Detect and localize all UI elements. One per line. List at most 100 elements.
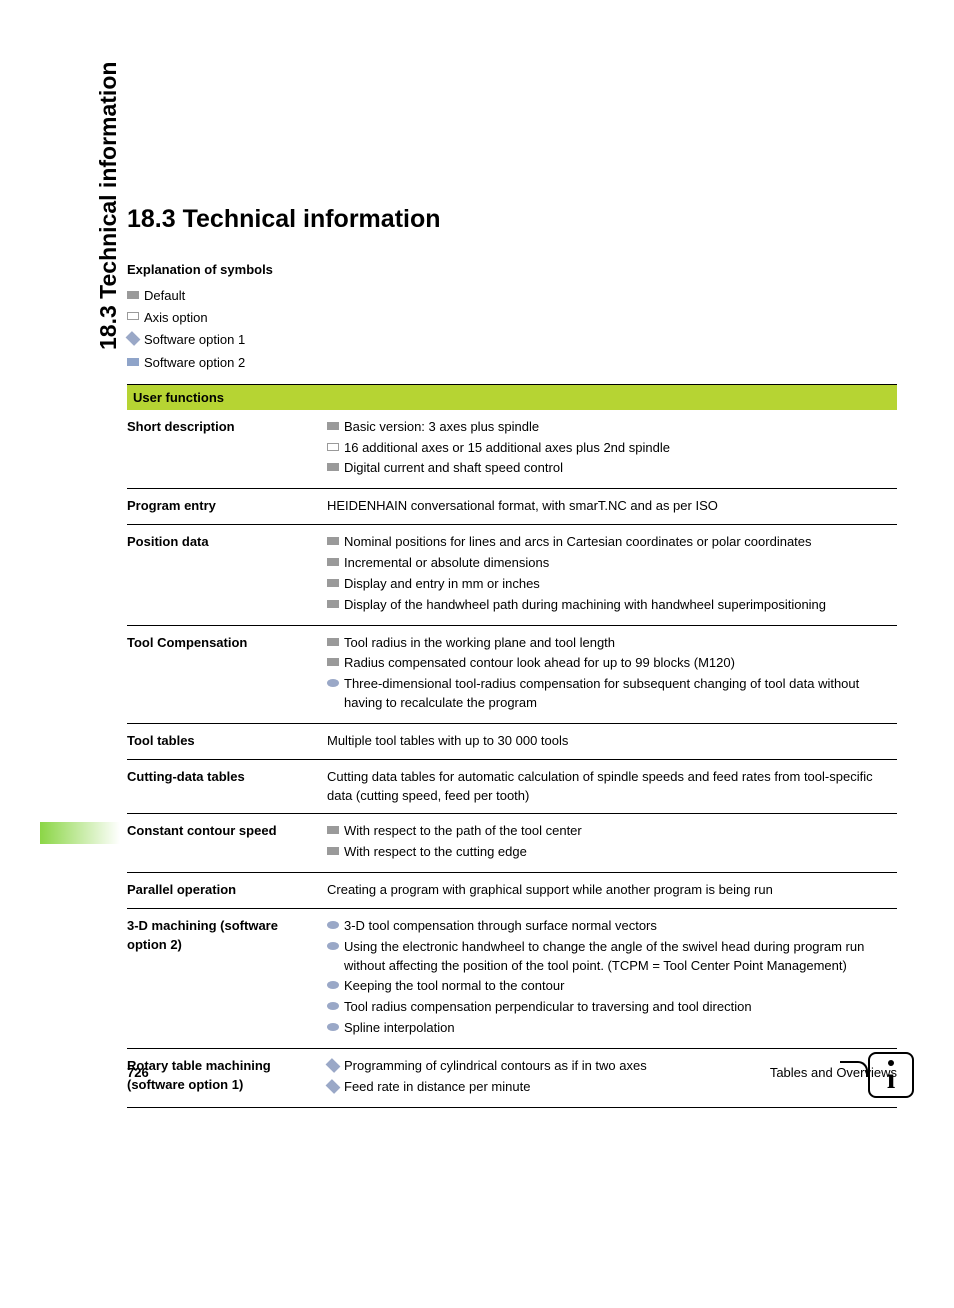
table-header: User functions (127, 384, 897, 410)
row-key: Program entry (127, 489, 327, 525)
default-icon (327, 638, 339, 646)
diamond-icon (127, 334, 139, 343)
square-outline-icon (127, 312, 139, 320)
legend-label: Software option 1 (144, 331, 245, 349)
row-value: Basic version: 3 axes plus spindle 16 add… (327, 410, 897, 489)
list-item: Spline interpolation (327, 1019, 891, 1038)
legend-default: Default (127, 287, 897, 305)
list-item: Using the electronic handwheel to change… (327, 938, 891, 976)
list-item-text: Display of the handwheel path during mac… (344, 596, 891, 615)
list-item: 16 additional axes or 15 additional axes… (327, 439, 891, 458)
legend-sw2: Software option 2 (127, 354, 897, 372)
list-item: Basic version: 3 axes plus spindle (327, 418, 891, 437)
square-blue-icon (127, 358, 139, 366)
table-row: Position data Nominal positions for lines… (127, 525, 897, 625)
row-value: Creating a program with graphical suppor… (327, 873, 897, 909)
row-value: HEIDENHAIN conversational format, with s… (327, 489, 897, 525)
list-item: Three-dimensional tool-radius compensati… (327, 675, 891, 713)
list-item-text: Spline interpolation (344, 1019, 891, 1038)
row-key: Short description (127, 410, 327, 489)
circle-icon (327, 1023, 339, 1031)
list-item-text: 3-D tool compensation through surface no… (344, 917, 891, 936)
list-item-text: Radius compensated contour look ahead fo… (344, 654, 891, 673)
list-item: Radius compensated contour look ahead fo… (327, 654, 891, 673)
list-item: Incremental or absolute dimensions (327, 554, 891, 573)
row-key: Position data (127, 525, 327, 625)
spec-table: Short descriptionBasic version: 3 axes p… (127, 410, 897, 1108)
list-item: Feed rate in distance per minute (327, 1078, 891, 1097)
default-icon (327, 658, 339, 666)
circle-icon (327, 1002, 339, 1010)
row-key: Tool Compensation (127, 625, 327, 723)
page-heading: 18.3 Technical information (127, 205, 897, 234)
table-row: Constant contour speedWith respect to th… (127, 814, 897, 873)
table-row: Tool tablesMultiple tool tables with up … (127, 723, 897, 759)
info-icon: ı (868, 1052, 914, 1098)
info-icon-connector (840, 1061, 868, 1077)
list-item: Display and entry in mm or inches (327, 575, 891, 594)
circle-icon (327, 942, 339, 950)
list-item-text: Display and entry in mm or inches (344, 575, 891, 594)
list-item: Display of the handwheel path during mac… (327, 596, 891, 615)
side-tab (40, 822, 120, 844)
circle-icon (327, 981, 339, 989)
legend-list: Default Axis option Software option 1 So… (127, 287, 897, 372)
legend-label: Axis option (144, 309, 208, 327)
content: 18.3 Technical information Explanation o… (127, 205, 897, 1108)
list-item: Keeping the tool normal to the contour (327, 977, 891, 996)
legend-sw1: Software option 1 (127, 331, 897, 349)
list-item-text: With respect to the path of the tool cen… (344, 822, 891, 841)
row-value: Tool radius in the working plane and too… (327, 625, 897, 723)
default-icon (327, 579, 339, 587)
list-item-text: Feed rate in distance per minute (344, 1078, 891, 1097)
table-row: Short descriptionBasic version: 3 axes p… (127, 410, 897, 489)
table-row: Parallel operationCreating a program wit… (127, 873, 897, 909)
default-icon (327, 537, 339, 545)
list-item-text: With respect to the cutting edge (344, 843, 891, 862)
circle-icon (327, 921, 339, 929)
list-item: With respect to the cutting edge (327, 843, 891, 862)
list-item-text: Using the electronic handwheel to change… (344, 938, 891, 976)
diamond-icon (327, 1082, 339, 1091)
table-row: Program entryHEIDENHAIN conversational f… (127, 489, 897, 525)
row-value: With respect to the path of the tool cen… (327, 814, 897, 873)
default-icon (327, 600, 339, 608)
list-item: Tool radius in the working plane and too… (327, 634, 891, 653)
list-item-text: Digital current and shaft speed control (344, 459, 891, 478)
table-row: 3-D machining (software option 2)3-D too… (127, 908, 897, 1048)
list-item-text: Keeping the tool normal to the contour (344, 977, 891, 996)
list-item-text: Tool radius in the working plane and too… (344, 634, 891, 653)
legend-label: Software option 2 (144, 354, 245, 372)
list-item: Digital current and shaft speed control (327, 459, 891, 478)
axis-icon (327, 443, 339, 451)
default-icon (327, 558, 339, 566)
row-key: Cutting-data tables (127, 759, 327, 814)
list-item: With respect to the path of the tool cen… (327, 822, 891, 841)
list-item-text: Nominal positions for lines and arcs in … (344, 533, 891, 552)
circle-icon (327, 679, 339, 687)
page-number: 726 (127, 1065, 149, 1080)
list-item-text: Basic version: 3 axes plus spindle (344, 418, 891, 437)
row-value: Multiple tool tables with up to 30 000 t… (327, 723, 897, 759)
list-item: Nominal positions for lines and arcs in … (327, 533, 891, 552)
legend-label: Default (144, 287, 185, 305)
legend-axis: Axis option (127, 309, 897, 327)
default-icon (327, 463, 339, 471)
list-item: Tool radius compensation perpendicular t… (327, 998, 891, 1017)
list-item-text: 16 additional axes or 15 additional axes… (344, 439, 891, 458)
table-row: Tool Compensation Tool radius in the work… (127, 625, 897, 723)
default-icon (327, 826, 339, 834)
explanation-heading: Explanation of symbols (127, 262, 897, 277)
row-key: Tool tables (127, 723, 327, 759)
square-icon (127, 291, 139, 299)
table-row: Cutting-data tablesCutting data tables f… (127, 759, 897, 814)
list-item: 3-D tool compensation through surface no… (327, 917, 891, 936)
default-icon (327, 422, 339, 430)
footer: 726 Tables and Overviews (127, 1065, 897, 1080)
list-item-text: Tool radius compensation perpendicular t… (344, 998, 891, 1017)
default-icon (327, 847, 339, 855)
row-value: Cutting data tables for automatic calcul… (327, 759, 897, 814)
row-key: Parallel operation (127, 873, 327, 909)
row-value: 3-D tool compensation through surface no… (327, 908, 897, 1048)
row-value: Nominal positions for lines and arcs in … (327, 525, 897, 625)
